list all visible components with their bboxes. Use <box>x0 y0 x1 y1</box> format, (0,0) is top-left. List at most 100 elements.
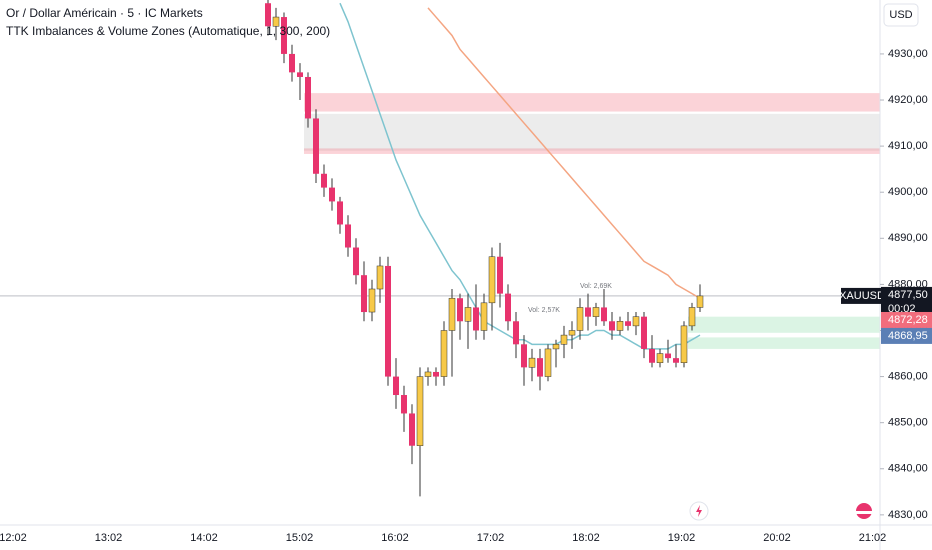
flag-stripe <box>856 511 872 514</box>
candle-body <box>497 256 503 294</box>
candle-body <box>401 395 407 414</box>
candle-body <box>440 330 448 377</box>
candle-body <box>321 173 327 188</box>
x-tick-label: 20:02 <box>763 532 791 544</box>
candle-body <box>337 201 343 225</box>
candle-body <box>385 265 391 377</box>
candle-body <box>601 307 607 322</box>
zone <box>688 337 880 349</box>
y-tick-label: 4910,00 <box>888 140 928 152</box>
candle-body <box>488 256 496 304</box>
candle-body <box>416 376 424 446</box>
candle-body <box>409 413 415 446</box>
candle-body <box>353 247 359 276</box>
candle-body <box>265 3 271 27</box>
x-tick-label: 12:02 <box>0 532 27 544</box>
candle-body <box>305 76 311 119</box>
candle-body <box>313 118 319 174</box>
candle-body <box>480 302 488 331</box>
countdown: 00:02 <box>888 303 916 315</box>
candle-body <box>424 371 432 377</box>
candle-body <box>592 307 600 317</box>
candle-body <box>625 321 631 326</box>
candle-body <box>297 72 303 77</box>
price-marker-label: 4868,95 <box>888 330 928 342</box>
candle-body <box>457 298 463 322</box>
candle-body <box>289 53 295 73</box>
y-tick-label: 4830,00 <box>888 509 928 521</box>
candle-body <box>329 187 335 202</box>
x-tick-label: 21:02 <box>859 532 887 544</box>
candle-body <box>609 321 615 331</box>
zone <box>304 113 880 151</box>
candle-body <box>361 275 367 313</box>
volume-label: Vol: 2,69K <box>580 283 612 290</box>
candle-body <box>537 358 543 377</box>
y-tick-label: 4900,00 <box>888 186 928 198</box>
zone <box>688 316 880 333</box>
candle-body <box>464 307 472 322</box>
zone <box>304 93 880 112</box>
candle-body <box>345 224 351 248</box>
candle-body <box>568 330 576 336</box>
price-marker <box>881 327 932 344</box>
candle-body <box>368 288 376 313</box>
y-tick-label: 4920,00 <box>888 94 928 106</box>
candle-body <box>576 307 584 331</box>
candle-body <box>649 348 655 363</box>
moving-average <box>427 7 701 299</box>
x-tick-label: 18:02 <box>572 532 600 544</box>
candle-body <box>448 297 456 331</box>
x-tick-label: 16:02 <box>381 532 409 544</box>
plot-area: Vol: 2,69K Vol: 2,57K <box>0 0 880 497</box>
candle-body <box>673 358 679 363</box>
candle-body <box>696 295 704 308</box>
candle-body <box>521 344 527 368</box>
candle-body <box>376 265 384 290</box>
candle-body <box>272 16 280 27</box>
y-tick-label: 4860,00 <box>888 370 928 382</box>
candle-body <box>552 344 560 350</box>
candle-body <box>513 321 519 345</box>
y-tick-label: 4930,00 <box>888 48 928 60</box>
event-bolt <box>696 505 702 517</box>
indicator-name: TTK Imbalances & Volume Zones (Automatiq… <box>6 24 330 38</box>
x-tick-label: 14:02 <box>190 532 218 544</box>
y-tick-label: 4850,00 <box>888 417 928 429</box>
candle-body <box>528 357 536 368</box>
symbol-label: XAUUSD <box>839 290 885 302</box>
candle-body <box>585 307 591 317</box>
candle-body <box>680 325 688 364</box>
currency-button[interactable] <box>883 3 919 27</box>
y-tick-label: 4890,00 <box>888 232 928 244</box>
candle-body <box>616 321 624 331</box>
candle-body <box>544 348 552 377</box>
last-price-tag <box>881 286 932 317</box>
candle-body <box>665 353 671 359</box>
candle-body <box>560 334 568 345</box>
candle-body <box>393 376 399 396</box>
candle-body <box>656 353 664 364</box>
x-tick-label: 13:02 <box>95 532 123 544</box>
price-marker-label: 4872,28 <box>888 314 928 326</box>
currency[interactable]: USD <box>889 9 912 21</box>
last-price-label: 4877,50 <box>888 289 928 301</box>
candle-body <box>281 17 287 54</box>
volume-label: Vol: 2,57K <box>528 307 560 314</box>
x-tick-label: 17:02 <box>477 532 505 544</box>
candle-body <box>688 307 696 327</box>
x-tick-label: 19:02 <box>668 532 696 544</box>
candle-body <box>505 293 511 322</box>
price-marker <box>881 311 932 328</box>
symbol-tag <box>841 287 883 304</box>
candle-body <box>433 371 439 377</box>
zone <box>304 148 880 154</box>
x-tick-label: 15:02 <box>286 532 314 544</box>
candle-body <box>632 316 640 327</box>
candle-body <box>473 307 479 331</box>
chart-title: Or / Dollar Américain · 5 · IC Markets <box>6 6 203 20</box>
y-tick-label: 4840,00 <box>888 463 928 475</box>
candle-body <box>641 316 647 349</box>
